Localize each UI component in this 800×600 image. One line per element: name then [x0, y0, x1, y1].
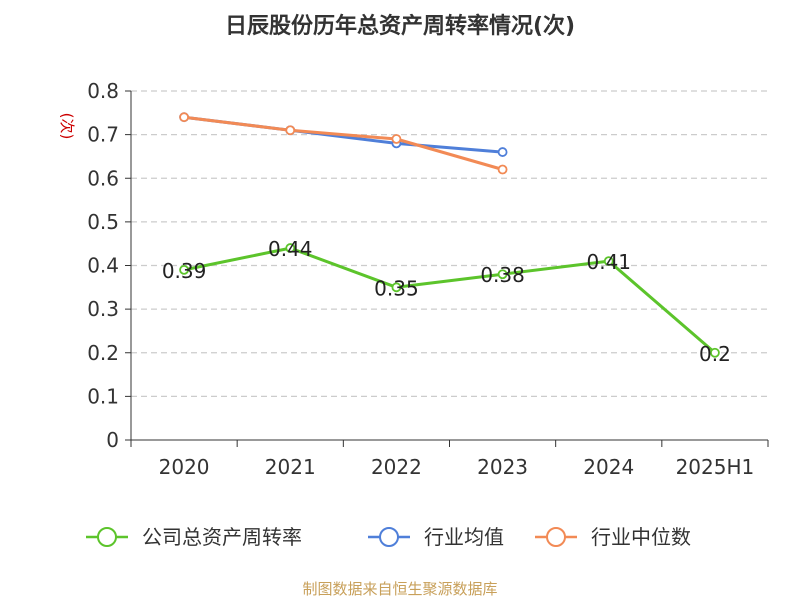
legend-label: 行业均值	[424, 525, 504, 549]
y-axis-ticks: 0 0.1 0.2 0.3 0.4 0.5 0.6 0.7 0.8	[87, 79, 131, 452]
y-tick-label: 0.5	[87, 210, 119, 234]
data-point	[179, 264, 189, 275]
legend-marker	[546, 527, 566, 547]
x-tick-label: 2023	[477, 455, 528, 479]
series-line	[183, 115, 504, 171]
data-label: 0.35	[374, 276, 419, 300]
series-group	[179, 112, 720, 358]
data-point	[391, 282, 402, 293]
data-label: 0.41	[586, 250, 631, 274]
series-line	[183, 246, 716, 354]
data-point	[497, 269, 508, 280]
data-label: 0.2	[699, 342, 731, 366]
gridlines	[131, 90, 768, 397]
legend-marker	[379, 527, 399, 547]
x-tick-label: 2022	[371, 455, 422, 479]
legend-label: 行业中位数	[591, 525, 691, 549]
x-tick-label: 2025H1	[676, 455, 755, 479]
data-label: 0.44	[268, 237, 313, 261]
y-tick-label: 0.7	[87, 123, 119, 147]
y-tick-label: 0.1	[87, 384, 119, 408]
y-axis-unit: (次)	[58, 113, 76, 140]
x-tick-label: 2020	[159, 455, 210, 479]
data-point	[603, 256, 614, 267]
data-point	[710, 347, 720, 358]
legend-label: 公司总资产周转率	[142, 525, 302, 549]
y-tick-label: 0.2	[87, 341, 119, 365]
data-point	[391, 134, 402, 144]
y-tick-label: 0.6	[87, 166, 119, 190]
x-tick-label: 2024	[583, 455, 634, 479]
y-tick-label: 0.8	[87, 79, 119, 103]
data-label: 0.38	[480, 263, 525, 287]
source-note: 制图数据来自恒生聚源数据库	[302, 580, 497, 598]
x-axis-ticks: 2020 2021 2022 2023 2024 2025H1	[130, 440, 769, 479]
chart-title: 日辰股份历年总资产周转率情况(次)	[225, 13, 575, 39]
y-tick-label: 0.4	[87, 254, 119, 278]
data-label: 0.39	[162, 259, 207, 283]
y-tick-label: 0.3	[87, 297, 119, 321]
data-point	[285, 243, 296, 253]
data-labels: 0.39 0.44 0.35 0.38 0.41 0.2	[162, 237, 731, 366]
data-point	[179, 112, 189, 123]
legend: 公司总资产周转率 行业均值 行业中位数	[86, 525, 691, 549]
data-point	[497, 164, 508, 175]
legend-marker	[97, 527, 117, 547]
data-point	[497, 147, 508, 157]
data-point	[285, 125, 296, 136]
y-tick-label: 0	[106, 428, 119, 452]
x-tick-label: 2021	[265, 455, 316, 479]
